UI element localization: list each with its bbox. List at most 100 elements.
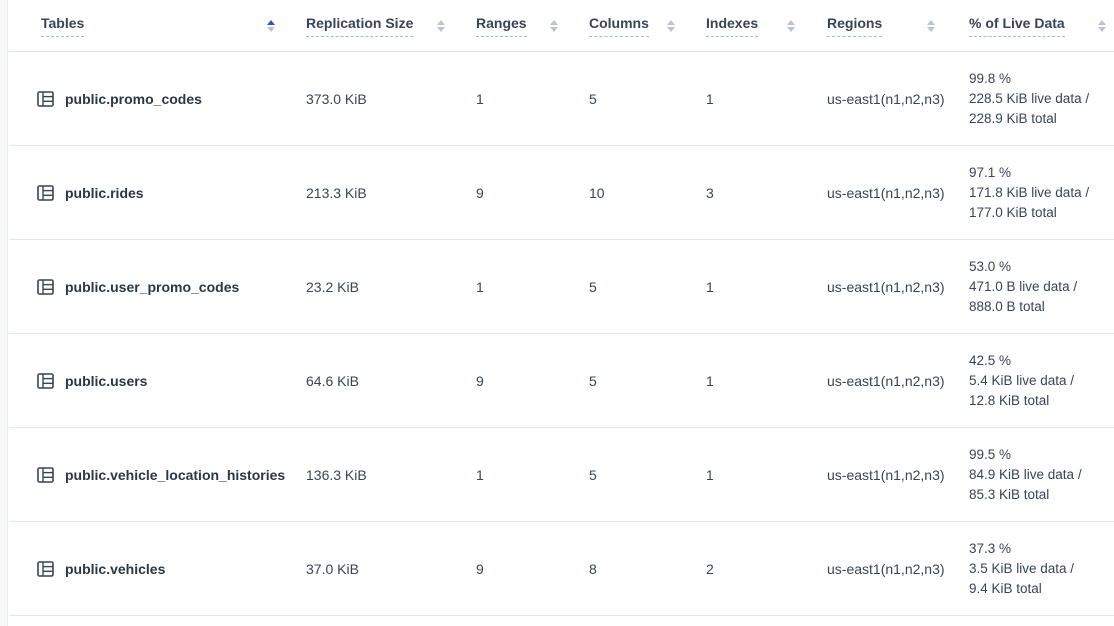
columns-cell: 5: [589, 372, 597, 389]
regions-cell: us-east1(n1,n2,n3): [827, 466, 945, 483]
live-data-percent: 53.0 %: [969, 258, 1012, 274]
live-data-amount: 171.8 KiB live data /: [969, 184, 1090, 200]
live-data-amount: 228.5 KiB live data /: [969, 90, 1090, 106]
table-name-cell: public.user_promo_codes: [9, 279, 295, 295]
table-name-link[interactable]: public.vehicle_location_histories: [65, 466, 286, 483]
column-label-tables[interactable]: Tables: [41, 15, 85, 37]
replication-size-cell: 64.6 KiB: [306, 372, 359, 389]
ranges-cell: 1: [476, 90, 484, 107]
indexes-cell: 3: [706, 184, 714, 201]
table-name-link[interactable]: public.user_promo_codes: [65, 278, 240, 295]
table-row[interactable]: public.vehicles 37.0 KiB 9 8 2 us-east1(…: [9, 522, 1114, 616]
table-row[interactable]: public.user_promo_codes 23.2 KiB 1 5 1 u…: [9, 240, 1114, 334]
table-icon: [37, 372, 54, 389]
total-data-amount: 888.0 B total: [969, 298, 1045, 314]
column-label-indexes[interactable]: Indexes: [706, 15, 759, 37]
live-data-percent: 97.1 %: [969, 164, 1012, 180]
sort-arrows-icon[interactable]: [1098, 19, 1106, 32]
live-data-percent: 99.8 %: [969, 70, 1012, 86]
column-label-live-data[interactable]: % of Live Data: [969, 15, 1065, 37]
table-name-cell: public.promo_codes: [9, 91, 295, 107]
table-icon: [37, 278, 54, 295]
table-row[interactable]: public.rides 213.3 KiB 9 10 3 us-east1(n…: [9, 146, 1114, 240]
sort-arrows-icon[interactable]: [550, 19, 558, 32]
table-name-link[interactable]: public.vehicles: [65, 560, 166, 577]
sort-arrows-icon[interactable]: [787, 19, 795, 32]
live-data-cell: 99.5 % 84.9 KiB live data / 85.3 KiB tot…: [955, 445, 1114, 505]
column-header-regions[interactable]: Regions: [815, 0, 955, 51]
table-icon: [37, 184, 54, 201]
table-name-cell: public.rides: [9, 185, 295, 201]
indexes-cell: 1: [706, 466, 714, 483]
total-data-amount: 12.8 KiB total: [969, 392, 1050, 408]
table-row[interactable]: public.users 64.6 KiB 9 5 1 us-east1(n1,…: [9, 334, 1114, 428]
ranges-cell: 1: [476, 278, 484, 295]
table-name-cell: public.vehicles: [9, 561, 295, 577]
regions-cell: us-east1(n1,n2,n3): [827, 278, 945, 295]
total-data-amount: 9.4 KiB total: [969, 580, 1042, 596]
indexes-cell: 1: [706, 372, 714, 389]
column-label-columns[interactable]: Columns: [589, 15, 649, 37]
table-name-cell: public.vehicle_location_histories: [9, 467, 295, 483]
column-header-columns[interactable]: Columns: [578, 0, 695, 51]
column-header-replication-size[interactable]: Replication Size: [295, 0, 465, 51]
replication-size-cell: 37.0 KiB: [306, 560, 359, 577]
live-data-percent: 37.3 %: [969, 540, 1012, 556]
live-data-amount: 471.0 B live data /: [969, 278, 1078, 294]
regions-cell: us-east1(n1,n2,n3): [827, 90, 945, 107]
indexes-cell: 1: [706, 90, 714, 107]
total-data-amount: 85.3 KiB total: [969, 486, 1050, 502]
table-name-link[interactable]: public.users: [65, 372, 148, 389]
regions-cell: us-east1(n1,n2,n3): [827, 560, 945, 577]
table-icon: [37, 90, 54, 107]
columns-cell: 10: [589, 184, 605, 201]
live-data-cell: 42.5 % 5.4 KiB live data / 12.8 KiB tota…: [955, 351, 1114, 411]
columns-cell: 5: [589, 466, 597, 483]
columns-cell: 8: [589, 560, 597, 577]
regions-cell: us-east1(n1,n2,n3): [827, 184, 945, 201]
columns-cell: 5: [589, 90, 597, 107]
replication-size-cell: 213.3 KiB: [306, 184, 367, 201]
column-label-replication-size[interactable]: Replication Size: [306, 15, 414, 37]
column-header-ranges[interactable]: Ranges: [465, 0, 578, 51]
live-data-percent: 99.5 %: [969, 446, 1012, 462]
table-header-row: Tables Replication Size Ranges Columns I…: [9, 0, 1114, 52]
replication-size-cell: 373.0 KiB: [306, 90, 367, 107]
columns-cell: 5: [589, 278, 597, 295]
page-left-edge: [0, 0, 8, 626]
replication-size-cell: 136.3 KiB: [306, 466, 367, 483]
ranges-cell: 9: [476, 560, 484, 577]
live-data-amount: 84.9 KiB live data /: [969, 466, 1082, 482]
live-data-cell: 53.0 % 471.0 B live data / 888.0 B total: [955, 257, 1114, 317]
table-name-link[interactable]: public.promo_codes: [65, 90, 202, 107]
live-data-cell: 97.1 % 171.8 KiB live data / 177.0 KiB t…: [955, 163, 1114, 223]
table-row[interactable]: public.promo_codes 373.0 KiB 1 5 1 us-ea…: [9, 52, 1114, 146]
live-data-amount: 5.4 KiB live data /: [969, 372, 1075, 388]
table-name-link[interactable]: public.rides: [65, 184, 144, 201]
sort-arrows-icon[interactable]: [927, 19, 935, 32]
column-label-regions[interactable]: Regions: [827, 15, 883, 37]
live-data-amount: 3.5 KiB live data /: [969, 560, 1075, 576]
regions-cell: us-east1(n1,n2,n3): [827, 372, 945, 389]
total-data-amount: 228.9 KiB total: [969, 110, 1057, 126]
total-data-amount: 177.0 KiB total: [969, 204, 1057, 220]
column-label-ranges[interactable]: Ranges: [476, 15, 527, 37]
column-header-indexes[interactable]: Indexes: [695, 0, 815, 51]
ranges-cell: 9: [476, 372, 484, 389]
sort-arrows-icon[interactable]: [667, 19, 675, 32]
ranges-cell: 1: [476, 466, 484, 483]
ranges-cell: 9: [476, 184, 484, 201]
table-row[interactable]: public.vehicle_location_histories 136.3 …: [9, 428, 1114, 522]
table-icon: [37, 466, 54, 483]
table-icon: [37, 560, 54, 577]
live-data-cell: 99.8 % 228.5 KiB live data / 228.9 KiB t…: [955, 69, 1114, 129]
sort-arrows-icon[interactable]: [267, 19, 275, 32]
live-data-percent: 42.5 %: [969, 352, 1012, 368]
sort-arrows-icon[interactable]: [437, 19, 445, 32]
indexes-cell: 2: [706, 560, 714, 577]
column-header-tables[interactable]: Tables: [9, 0, 295, 51]
live-data-cell: 37.3 % 3.5 KiB live data / 9.4 KiB total: [955, 539, 1114, 599]
indexes-cell: 1: [706, 278, 714, 295]
column-header-live-data[interactable]: % of Live Data: [955, 0, 1114, 51]
tables-list: Tables Replication Size Ranges Columns I…: [9, 0, 1114, 616]
